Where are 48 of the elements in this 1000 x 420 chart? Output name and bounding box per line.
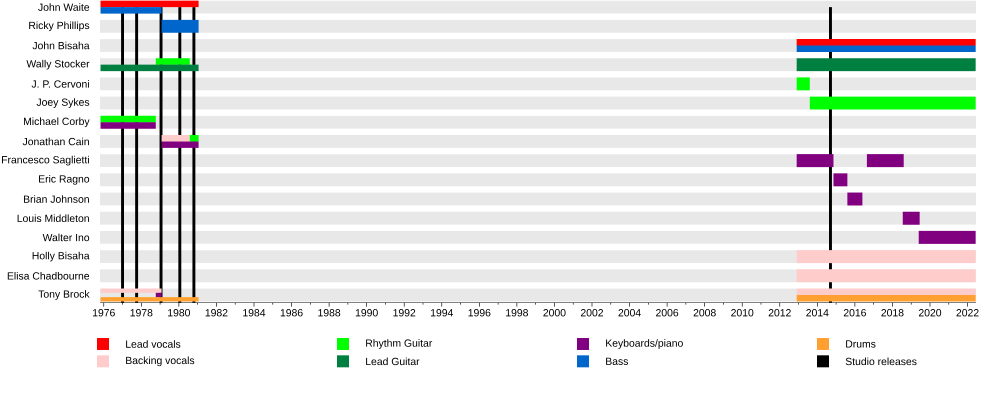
x-tick-label: 2008 [694,309,716,316]
y-tick-label: John Bisaha [32,42,90,50]
legend-label: Keyboards/piano [606,339,683,349]
legend-label: Drums [846,340,876,348]
y-tick-label: Wally Stocker [26,60,90,70]
x-tick-label: 1998 [506,309,528,316]
x-tick-label: 1984 [243,309,266,316]
x-tick-label: 2010 [731,309,754,316]
x-tick-label: 2000 [543,309,566,316]
legend-label: Backing vocals [126,356,194,366]
x-tick-label: 2018 [881,309,904,316]
y-tick-label: Ricky Phillips [29,21,90,32]
x-tick-label: 1986 [280,309,303,316]
y-tick-label: Jonathan Cain [22,138,89,146]
y-tick-label: Michael Corby [24,117,90,128]
legend-label: Lead vocals [126,340,180,348]
x-tick-label: 2022 [956,309,979,316]
x-tick-label: 1980 [168,309,190,316]
x-tick-label: 2002 [580,309,604,316]
x-tick-label: 1982 [206,309,228,316]
legend-label: Bass [606,358,628,365]
y-tick-label: Tony Brock [38,290,90,300]
y-tick-label: John Waite [38,3,90,11]
y-tick-label: Holly Bisaha [32,252,90,262]
y-tick-label: Louis Middleton [18,214,89,222]
x-tick-label: 1988 [318,309,340,316]
x-tick-label: 2020 [918,309,942,316]
y-tick-label: Joey Sykes [36,98,90,108]
x-tick-label: 1996 [468,309,490,316]
x-tick-label: 1978 [130,309,152,316]
y-tick-label: J. P. Cervoni [32,80,89,88]
x-tick-label: 2006 [656,309,678,316]
x-tick-label: 2014 [806,309,829,316]
x-tick-label: 1976 [92,309,115,316]
legend-label: Lead Guitar [366,358,420,366]
y-tick-label: Francesco Saglietti [2,156,89,166]
x-tick-label: 2012 [768,309,791,316]
x-tick-label: 1994 [430,309,454,316]
legend-label: Studio releases [846,358,917,366]
y-tick-label: Eric Ragno [39,174,90,185]
legend-label: Rhythm Guitar [366,339,432,349]
y-tick-label: Brian Johnson [24,195,89,203]
y-tick-label: Walter Ino [42,234,90,242]
x-tick-label: 2004 [618,309,641,316]
y-tick-label: Elisa Chadbourne [8,272,90,280]
x-tick-label: 1990 [356,309,378,316]
x-tick-label: 2016 [844,309,866,316]
x-tick-label: 1992 [393,309,416,316]
